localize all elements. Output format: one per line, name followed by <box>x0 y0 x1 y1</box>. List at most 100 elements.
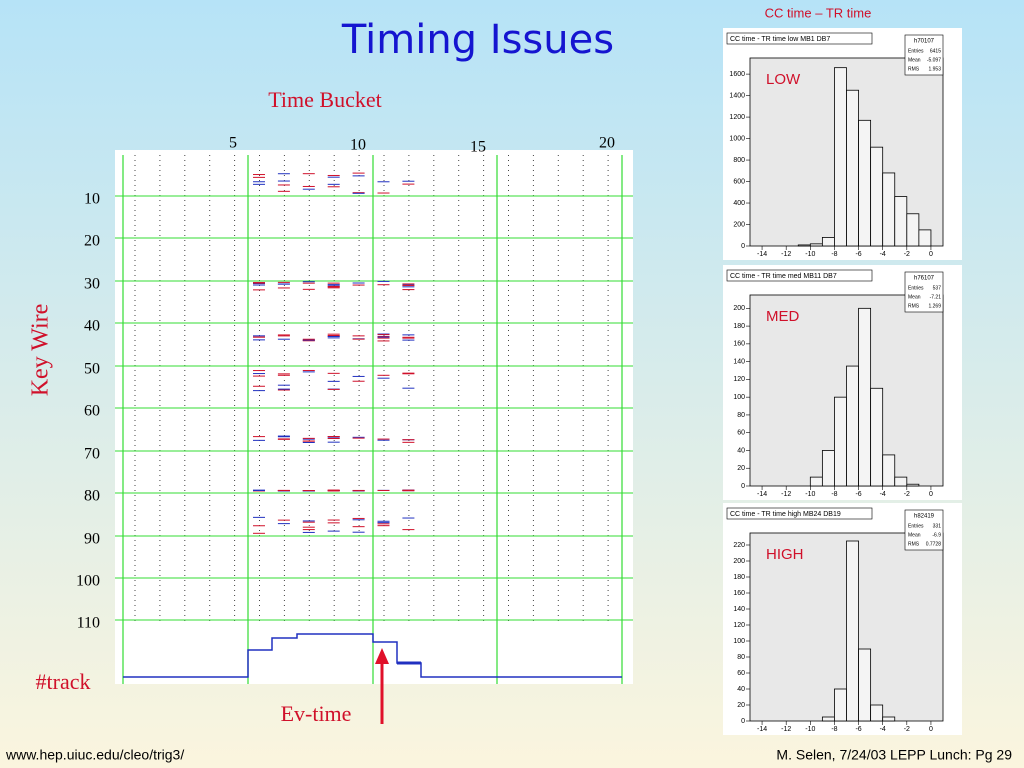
y-tick-label: 90 <box>84 531 100 548</box>
y-tick-label: 80 <box>737 412 745 419</box>
y-tick-label: 0 <box>741 483 745 490</box>
stats-id: h76107 <box>914 276 935 282</box>
y-tick-label: 60 <box>84 403 100 420</box>
x-tick-label: 15 <box>470 139 486 156</box>
y-tick-label: 100 <box>733 394 745 401</box>
y-tick-label: 600 <box>733 178 745 185</box>
y-tick-label: 1400 <box>729 92 745 99</box>
range-label: LOW <box>766 71 801 88</box>
histogram-bin <box>846 89 859 247</box>
ev-time-label: Ev-time <box>281 701 352 726</box>
y-tick-label: 60 <box>737 430 745 437</box>
histogram-bin <box>821 237 835 247</box>
y-tick-label: 70 <box>84 446 100 463</box>
histogram-title: CC time - TR time low MB1 DB7 <box>730 36 830 43</box>
y-tick-label: 1000 <box>729 135 745 142</box>
y-tick-label: 30 <box>84 276 100 293</box>
x-tick-label: -4 <box>880 491 886 498</box>
y-tick-label: 120 <box>733 376 745 383</box>
y-tick-label: 10 <box>84 191 100 208</box>
footer-credit: M. Selen, 7/24/03 LEPP Lunch: Pg 29 <box>776 747 1012 763</box>
y-tick-label: 140 <box>733 606 745 613</box>
x-tick-label: -4 <box>880 251 886 258</box>
stats-value: -7.21 <box>930 294 942 300</box>
histogram-bin <box>882 454 896 487</box>
stats-name: Entries <box>908 285 924 291</box>
range-label: HIGH <box>766 546 804 563</box>
y-tick-label: 140 <box>733 358 745 365</box>
x-tick-label: -12 <box>781 726 791 733</box>
histograms: CC time - TR time low MB1 DB7 h70107 Entri… <box>723 28 962 735</box>
histogram-bin <box>846 365 859 487</box>
x-tick-label: 0 <box>929 491 933 498</box>
stats-name: Entries <box>908 48 924 54</box>
y-tick-label: 20 <box>737 465 745 472</box>
y-tick-label: 20 <box>84 233 100 250</box>
y-tick-label: 100 <box>76 573 100 590</box>
x-tick-label: -8 <box>831 726 837 733</box>
histogram-title: CC time - TR time high MB24 DB19 <box>730 511 841 518</box>
x-tick-label: 20 <box>599 135 615 152</box>
y-tick-label: 20 <box>737 702 745 709</box>
stats-name: RMS <box>908 303 920 309</box>
histogram-bin <box>870 387 884 487</box>
histogram-bin <box>858 307 872 487</box>
histogram-bin <box>882 716 896 722</box>
stats-value: 1.269 <box>928 303 941 309</box>
x-tick-label: -14 <box>757 726 767 733</box>
x-tick-label: -8 <box>831 491 837 498</box>
histogram-bin <box>870 146 884 247</box>
y-tick-label: 40 <box>737 686 745 693</box>
y-tick-label: 1600 <box>729 71 745 78</box>
title-box <box>726 507 873 520</box>
y-tick-label: 0 <box>741 718 745 725</box>
histogram-bin <box>809 476 823 487</box>
histogram-bin <box>906 213 920 247</box>
y-tick-label: 120 <box>733 622 745 629</box>
y-tick-label: 60 <box>737 670 745 677</box>
y-tick-label: 160 <box>733 590 745 597</box>
histogram-title: CC time - TR time med MB11 DB7 <box>730 273 837 280</box>
x-tick-label: -14 <box>757 251 767 258</box>
stats-box <box>904 34 944 76</box>
histogram-bin <box>834 67 847 247</box>
stats-id: h70107 <box>914 39 935 45</box>
y-tick-label: 220 <box>733 542 745 549</box>
y-tick-label: 40 <box>737 447 745 454</box>
histogram-bin <box>918 229 932 247</box>
x-tick-label: -10 <box>805 491 815 498</box>
histogram-bin <box>809 243 823 247</box>
histogram-bin <box>797 244 811 247</box>
side-title: CC time – TR time <box>765 5 872 20</box>
y-tick-label: 80 <box>737 654 745 661</box>
slide-title: Timing Issues <box>341 17 614 63</box>
histogram-bin <box>846 540 859 722</box>
x-tick-label: -2 <box>904 491 910 498</box>
y-tick-label: 100 <box>733 638 745 645</box>
x-tick-label: 10 <box>350 137 366 154</box>
x-tick-label: 0 <box>929 251 933 258</box>
y-tick-label: 400 <box>733 200 745 207</box>
y-tick-label: 180 <box>733 323 745 330</box>
x-tick-label: -12 <box>781 251 791 258</box>
x-tick-label: -4 <box>880 726 886 733</box>
x-tick-label: -10 <box>805 726 815 733</box>
histogram-bin <box>821 716 835 722</box>
y-axis-label: Key Wire <box>28 304 54 397</box>
y-tick-label: 200 <box>733 305 745 312</box>
x-tick-label: -10 <box>805 251 815 258</box>
stats-name: Mean <box>908 294 921 300</box>
histogram-bin <box>906 483 920 487</box>
y-tick-label: 160 <box>733 341 745 348</box>
x-tick-label: -6 <box>855 491 861 498</box>
y-tick-label: 800 <box>733 157 745 164</box>
stats-name: Mean <box>908 57 921 63</box>
y-tick-label: 50 <box>84 361 100 378</box>
stats-value: 1.953 <box>928 66 941 72</box>
footer-url: www.hep.uiuc.edu/cleo/trig3/ <box>5 747 184 763</box>
x-tick-label: -8 <box>831 251 837 258</box>
stats-name: Mean <box>908 532 921 538</box>
y-tick-label: 0 <box>741 243 745 250</box>
title-box <box>726 32 873 45</box>
